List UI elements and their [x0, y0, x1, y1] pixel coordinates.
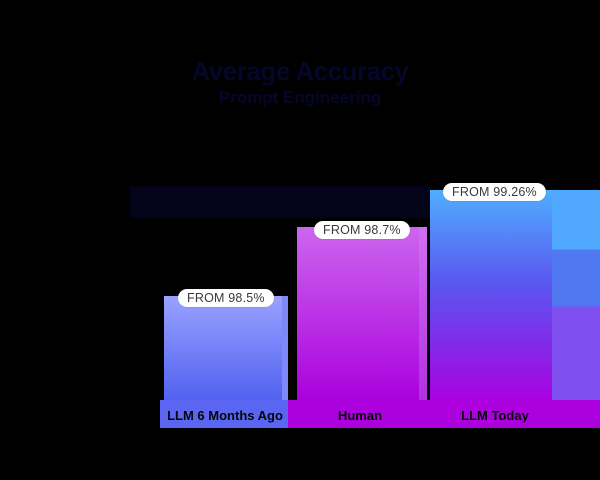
x-label-llm-6-months-ago: LLM 6 Months Ago	[167, 408, 283, 423]
data-label-bar-3: FROM 99.26%	[443, 183, 546, 201]
bar-llm-6-months-ago	[164, 296, 288, 402]
x-axis-band	[0, 400, 600, 428]
bar-llm-today	[430, 190, 600, 402]
chart-title: Average Accuracy	[191, 56, 410, 86]
annotation-band	[130, 186, 430, 218]
side-annotation	[50, 252, 160, 272]
data-label-bar-1: FROM 98.5%	[178, 289, 274, 307]
data-label-bar-2: FROM 98.7%	[314, 221, 410, 239]
x-label-human: Human	[337, 408, 383, 423]
bar-human	[297, 227, 427, 402]
chart-subtitle: Prompt Engineering	[218, 88, 382, 107]
x-label-llm-today: LLM Today	[461, 408, 529, 423]
